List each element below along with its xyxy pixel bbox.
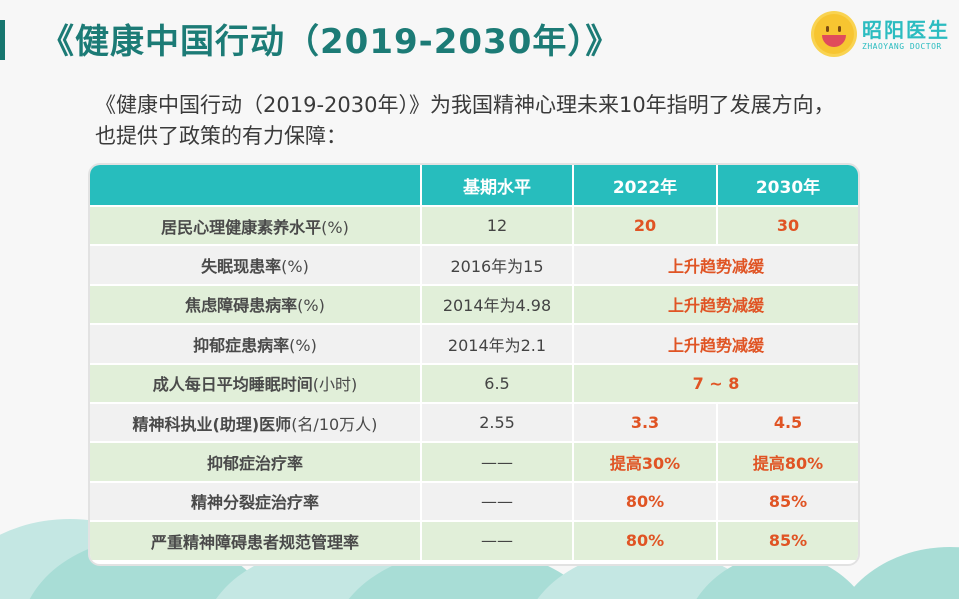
eye-icon: [838, 26, 841, 32]
target-2022: 80%: [573, 481, 718, 523]
page-title: 《健康中国行动（2019-2030年）》: [40, 22, 621, 62]
intro-paragraph: 《健康中国行动（2019-2030年）》为我国精神心理未来10年指明了发展方向，…: [95, 93, 835, 148]
target-2022: 3.3: [573, 402, 718, 444]
table-header-row: 基期水平 2022年 2030年: [90, 165, 858, 207]
baseline-value: 2016年为15: [421, 245, 574, 286]
baseline-value: 12: [421, 206, 574, 247]
column-header-2030: 2030年: [717, 165, 858, 207]
table-row: 居民心理健康素养水平(%) 12 20 30: [90, 206, 858, 247]
target-merged: 7 ~ 8: [573, 363, 858, 404]
brand-logo: 昭阳医生 ZHAOYANG DOCTOR: [814, 12, 954, 58]
row-label: 严重精神障碍患者规范管理率: [90, 521, 422, 562]
table-row: 成人每日平均睡眠时间(小时) 6.5 7 ~ 8: [90, 363, 858, 404]
target-2030: 提高80%: [717, 442, 858, 483]
table-row: 失眠现患率(%) 2016年为15 上升趋势减缓: [90, 245, 858, 286]
row-label: 精神分裂症治疗率: [90, 481, 422, 523]
target-2030: 85%: [717, 481, 858, 523]
column-header-baseline: 基期水平: [421, 165, 574, 207]
baseline-value: 2014年为4.98: [421, 284, 574, 326]
row-label: 焦虑障碍患病率(%): [90, 284, 422, 326]
mouth-icon: [822, 35, 846, 47]
brand-subtitle: ZHAOYANG DOCTOR: [862, 42, 942, 51]
title-accent-bar: [0, 20, 5, 60]
column-header-indicator: [90, 165, 422, 207]
target-2022: 80%: [573, 521, 718, 562]
row-label: 精神科执业(助理)医师(名/10万人): [90, 402, 422, 444]
baseline-value: ——: [421, 521, 574, 562]
target-2030: 4.5: [717, 402, 858, 444]
target-merged: 上升趋势减缓: [573, 324, 858, 365]
row-label: 失眠现患率(%): [90, 245, 422, 286]
target-merged: 上升趋势减缓: [573, 245, 858, 286]
eye-icon: [826, 26, 829, 32]
target-2022: 提高30%: [573, 442, 718, 483]
table-row: 焦虑障碍患病率(%) 2014年为4.98 上升趋势减缓: [90, 284, 858, 326]
column-header-2022: 2022年: [573, 165, 718, 207]
smiling-sun-icon: [814, 14, 854, 54]
target-merged: 上升趋势减缓: [573, 284, 858, 326]
table-row: 精神科执业(助理)医师(名/10万人) 2.55 3.3 4.5: [90, 402, 858, 444]
row-label: 抑郁症治疗率: [90, 442, 422, 483]
baseline-value: 2014年为2.1: [421, 324, 574, 365]
baseline-value: ——: [421, 481, 574, 523]
goals-table: 基期水平 2022年 2030年 居民心理健康素养水平(%) 12 20 30 …: [88, 163, 860, 566]
table-row: 精神分裂症治疗率 —— 80% 85%: [90, 481, 858, 523]
target-2022: 20: [573, 206, 718, 247]
table-row: 严重精神障碍患者规范管理率 —— 80% 85%: [90, 521, 858, 562]
row-label: 居民心理健康素养水平(%): [90, 206, 422, 247]
row-label: 抑郁症患病率(%): [90, 324, 422, 365]
baseline-value: 6.5: [421, 363, 574, 404]
row-label: 成人每日平均睡眠时间(小时): [90, 363, 422, 404]
baseline-value: ——: [421, 442, 574, 483]
brand-name: 昭阳医生: [862, 18, 950, 42]
target-2030: 30: [717, 206, 858, 247]
target-2030: 85%: [717, 521, 858, 562]
baseline-value: 2.55: [421, 402, 574, 444]
table-row: 抑郁症治疗率 —— 提高30% 提高80%: [90, 442, 858, 483]
table-row: 抑郁症患病率(%) 2014年为2.1 上升趋势减缓: [90, 324, 858, 365]
